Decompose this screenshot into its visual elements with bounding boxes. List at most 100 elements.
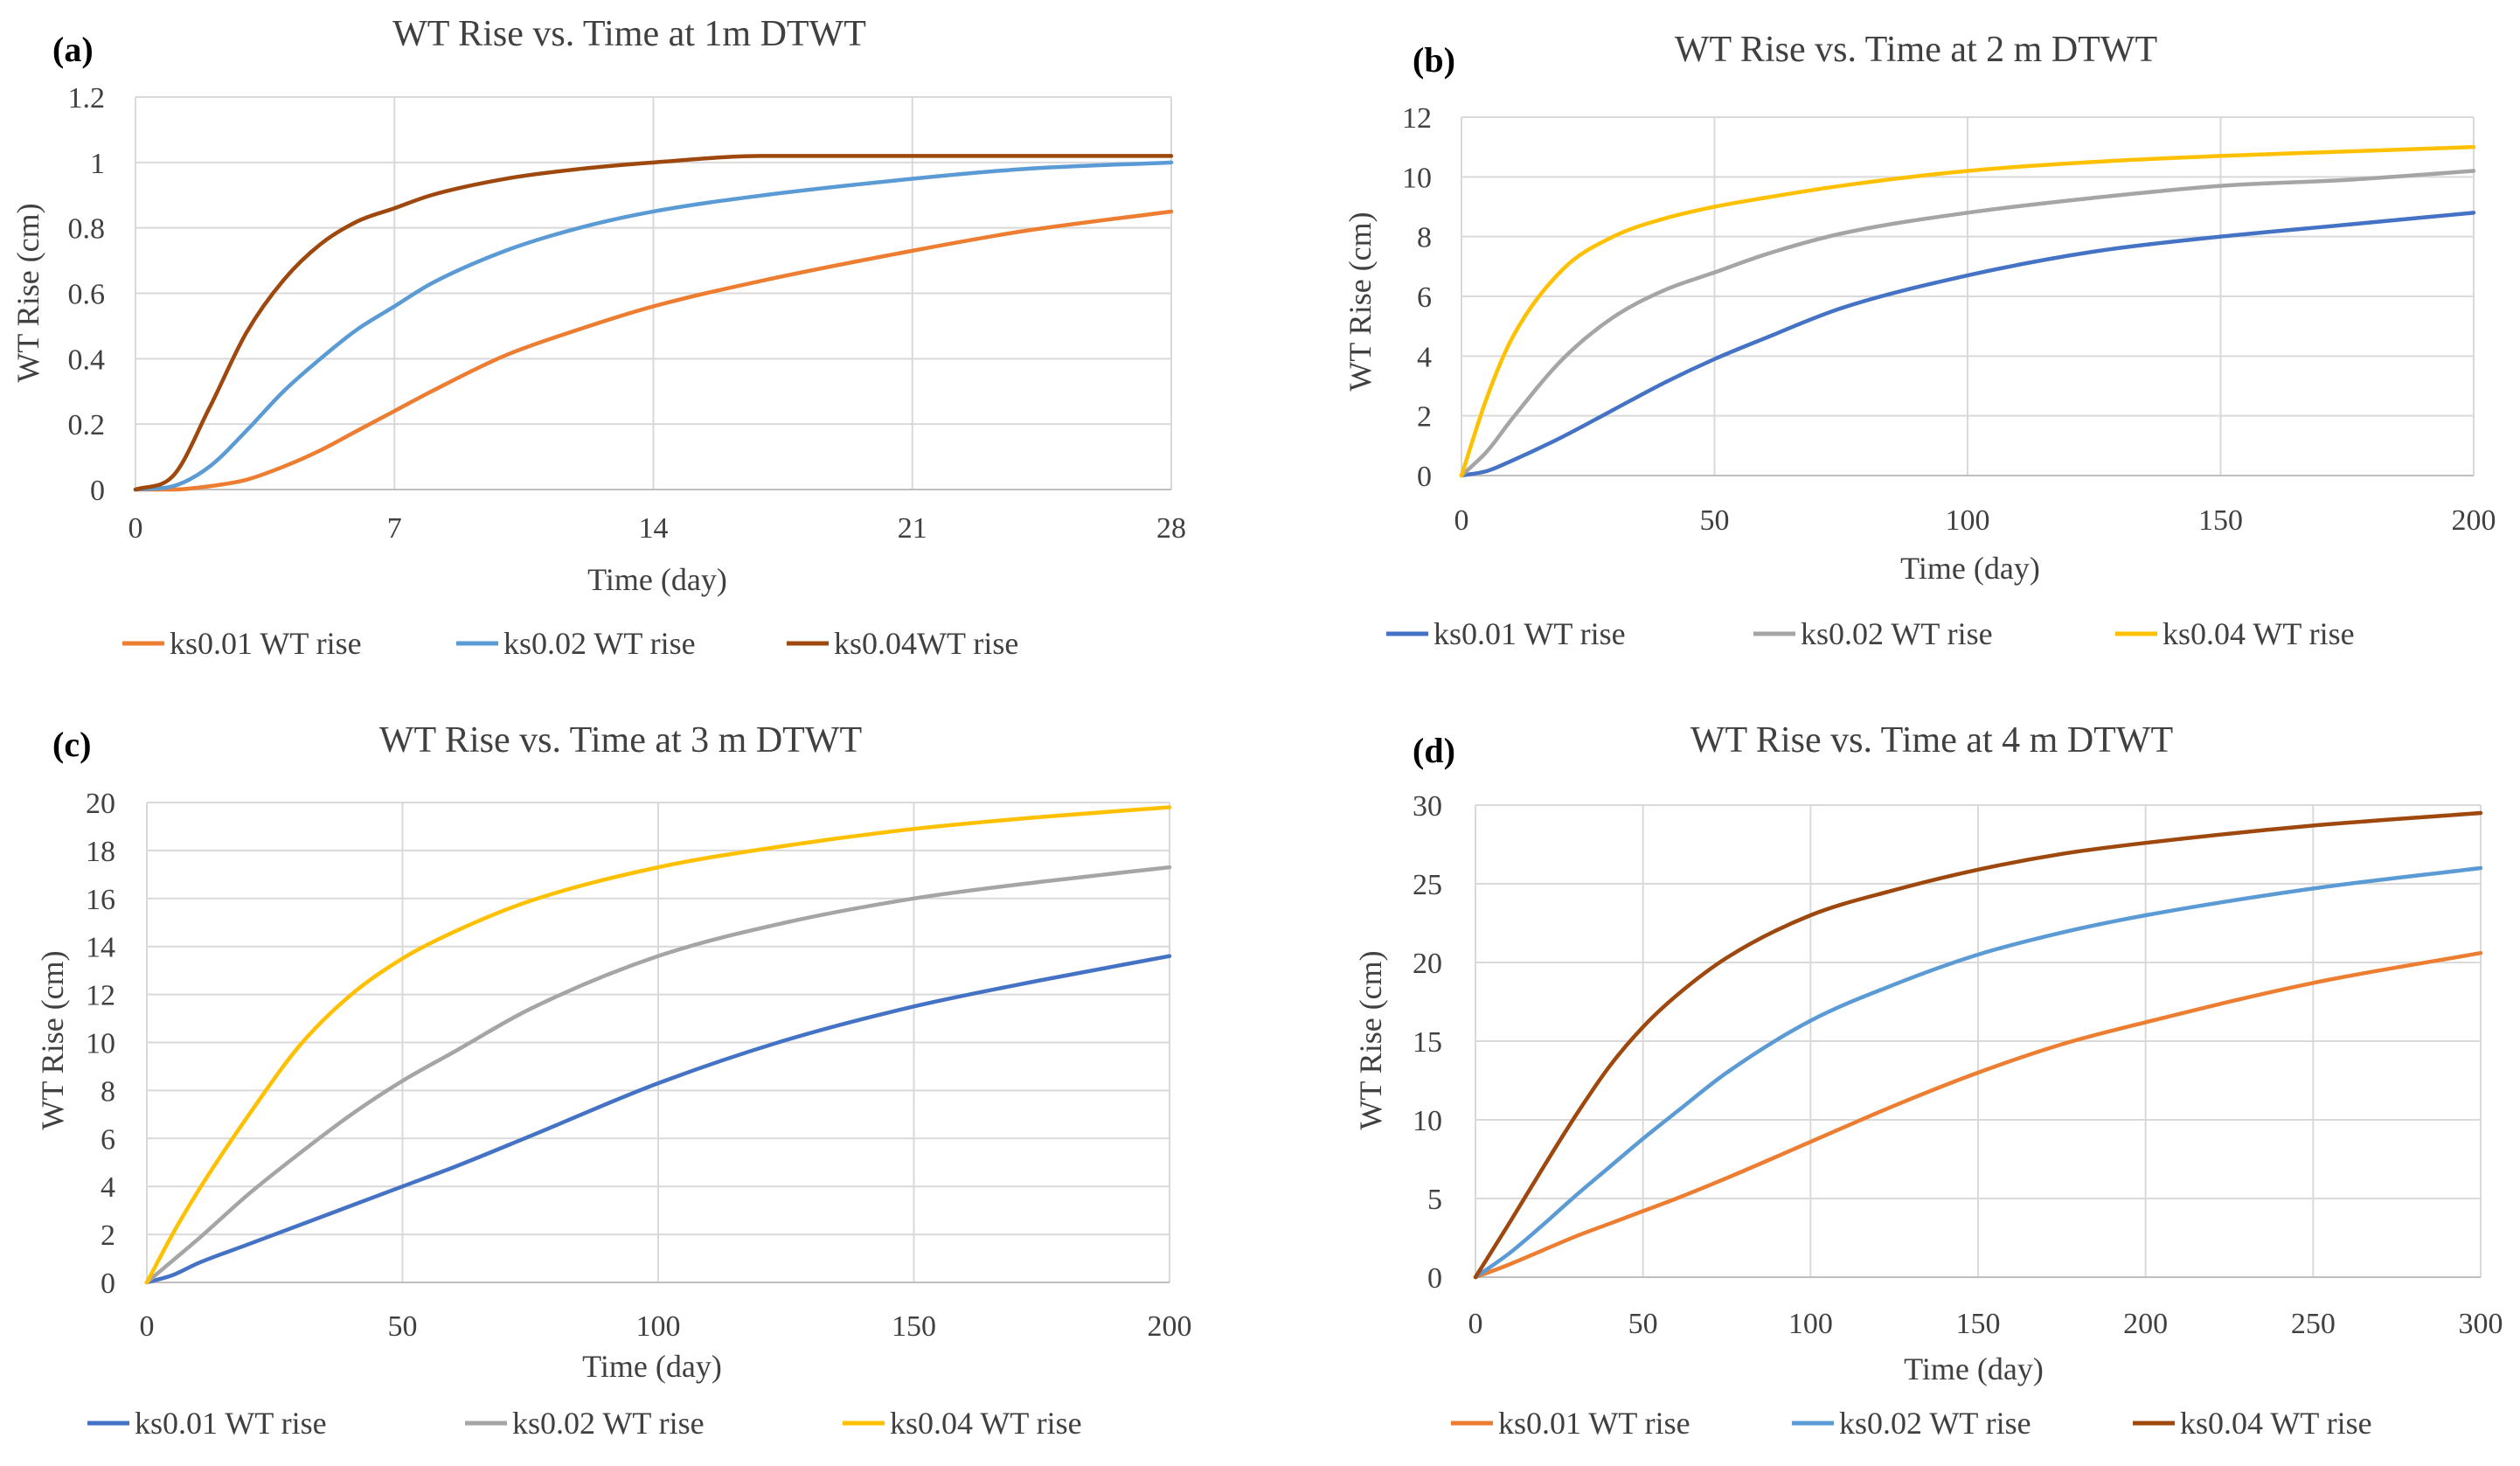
y-tick-label: 8 xyxy=(101,1075,115,1108)
y-tick-label: 15 xyxy=(1413,1026,1442,1059)
y-tick-label: 14 xyxy=(86,932,115,964)
x-tick-label: 300 xyxy=(2459,1308,2503,1340)
y-tick-label: 20 xyxy=(1413,948,1442,980)
gridlines xyxy=(1461,116,2475,476)
x-axis-label: Time (day) xyxy=(1904,1351,2044,1386)
x-tick-label: 200 xyxy=(2123,1308,2168,1340)
series-line-1 xyxy=(144,954,1172,1285)
y-tick-label: 0 xyxy=(101,1268,115,1300)
series-line-2 xyxy=(1459,169,2476,478)
legend-label: ks0.04WT rise xyxy=(834,626,1018,661)
y-tick-label: 5 xyxy=(1427,1184,1442,1216)
legend: ks0.01 WT rise ks0.02 WT rise ks0.04WT ris… xyxy=(122,626,1018,661)
chart-b: (b) WT Rise vs. Time at 2 m DTWT 0 2 4 6 8 10… xyxy=(1343,30,2496,651)
series-line-2 xyxy=(133,160,1174,492)
y-tick-label: 1.2 xyxy=(68,82,106,115)
series-line-3 xyxy=(1473,810,2483,1280)
legend: ks0.01 WT rise ks0.02 WT rise ks0.04 WT ri… xyxy=(1386,616,2355,651)
legend-label: ks0.01 WT rise xyxy=(135,1406,327,1441)
series-line-3 xyxy=(1459,144,2476,478)
y-tick-label: 0 xyxy=(90,475,105,507)
legend-item: ks0.01 WT rise xyxy=(87,1406,327,1441)
chart-panel-d: (d) WT Rise vs. Time at 4 m DTWT 0 5 10 15 2… xyxy=(1267,708,2520,1466)
plot-area: 0 0.2 0.4 0.6 0.8 1 1.2 0 7 14 21 28 xyxy=(68,82,1187,545)
x-tick-label: 150 xyxy=(1956,1308,2001,1340)
y-axis-label: WT Rise (cm) xyxy=(35,950,70,1129)
y-tick-label: 1 xyxy=(90,148,105,180)
x-tick-label: 0 xyxy=(1468,1308,1483,1340)
y-tick-label: 4 xyxy=(101,1171,115,1204)
x-tick-label: 100 xyxy=(1788,1308,1833,1340)
x-tick-label: 150 xyxy=(2198,504,2243,537)
x-tick-label: 50 xyxy=(388,1310,418,1343)
chart-title: WT Rise vs. Time at 4 m DTWT xyxy=(1690,720,2173,761)
y-tick-label: 12 xyxy=(1402,102,1432,135)
legend-item: ks0.01 WT rise xyxy=(122,626,362,661)
series-line-3 xyxy=(144,805,1172,1285)
y-tick-label: 25 xyxy=(1413,869,1442,901)
legend-item: ks0.01 WT rise xyxy=(1451,1406,1690,1441)
x-tick-label: 7 xyxy=(387,512,402,545)
legend-item: ks0.02 WT rise xyxy=(465,1406,705,1441)
legend-label: ks0.02 WT rise xyxy=(1801,616,1993,651)
y-tick-label: 18 xyxy=(86,836,115,868)
panel-tag: (a) xyxy=(52,30,94,69)
x-tick-label: 100 xyxy=(1946,504,1990,537)
panel-tag: (c) xyxy=(52,725,91,764)
x-tick-label: 150 xyxy=(892,1310,936,1343)
chart-title: WT Rise vs. Time at 2 m DTWT xyxy=(1675,30,2157,70)
x-axis-label: Time (day) xyxy=(587,562,727,597)
legend-label: ks0.02 WT rise xyxy=(503,626,696,661)
legend-label: ks0.01 WT rise xyxy=(1498,1406,1690,1441)
legend-label: ks0.04 WT rise xyxy=(2162,616,2355,651)
x-tick-label: 14 xyxy=(639,512,669,545)
gridlines xyxy=(1475,804,2482,1278)
x-tick-label: 100 xyxy=(636,1310,681,1343)
legend: ks0.01 WT rise ks0.02 WT rise ks0.04 WT ri… xyxy=(1451,1406,2372,1441)
legend-item: ks0.04 WT rise xyxy=(843,1406,1082,1441)
series-line-3 xyxy=(133,154,1174,492)
series-line-2 xyxy=(1473,865,2483,1280)
x-tick-label: 0 xyxy=(140,1310,155,1343)
x-tick-label: 50 xyxy=(1628,1308,1658,1340)
x-tick-label: 21 xyxy=(898,512,927,545)
y-axis-label: WT Rise (cm) xyxy=(10,203,45,382)
x-axis-label: Time (day) xyxy=(582,1349,722,1384)
legend-item: ks0.02 WT rise xyxy=(456,626,696,661)
y-tick-label: 6 xyxy=(1417,281,1432,314)
legend-label: ks0.02 WT rise xyxy=(1839,1406,2031,1441)
panel-tag: (b) xyxy=(1413,40,1455,80)
x-tick-label: 250 xyxy=(2291,1308,2336,1340)
y-tick-label: 10 xyxy=(1402,162,1432,194)
chart-panel-c: (c) WT Rise vs. Time at 3 m DTWT 0 2 4 6 8 10… xyxy=(0,708,1259,1466)
y-tick-label: 0 xyxy=(1417,461,1432,493)
series-line-1 xyxy=(133,209,1174,492)
y-tick-label: 10 xyxy=(1413,1105,1442,1137)
legend-item: ks0.04 WT rise xyxy=(2115,616,2355,651)
y-tick-label: 0.6 xyxy=(68,279,106,311)
legend-label: ks0.01 WT rise xyxy=(1434,616,1626,651)
y-tick-label: 8 xyxy=(1417,222,1432,254)
chart-d: (d) WT Rise vs. Time at 4 m DTWT 0 5 10 15 2… xyxy=(1353,720,2503,1441)
x-axis-label: Time (day) xyxy=(1900,551,2040,586)
series-line-1 xyxy=(1459,211,2476,478)
legend-item: ks0.02 WT rise xyxy=(1753,616,1993,651)
legend-item: ks0.02 WT rise xyxy=(1792,1406,2031,1441)
y-tick-label: 30 xyxy=(1413,790,1442,823)
x-tick-label: 50 xyxy=(1700,504,1730,537)
chart-title: WT Rise vs. Time at 1m DTWT xyxy=(392,14,866,54)
y-tick-label: 16 xyxy=(86,884,115,916)
series-line-2 xyxy=(144,865,1172,1285)
x-tick-label: 200 xyxy=(2452,504,2496,537)
y-tick-label: 20 xyxy=(86,788,115,820)
y-tick-label: 0.8 xyxy=(68,213,106,246)
y-axis-label: WT Rise (cm) xyxy=(1343,212,1378,391)
x-tick-label: 0 xyxy=(1454,504,1469,537)
legend-item: ks0.01 WT rise xyxy=(1386,616,1626,651)
y-tick-label: 2 xyxy=(1417,401,1432,434)
y-tick-label: 6 xyxy=(101,1123,115,1156)
y-tick-label: 12 xyxy=(86,980,115,1012)
series-line-1 xyxy=(1473,950,2483,1280)
